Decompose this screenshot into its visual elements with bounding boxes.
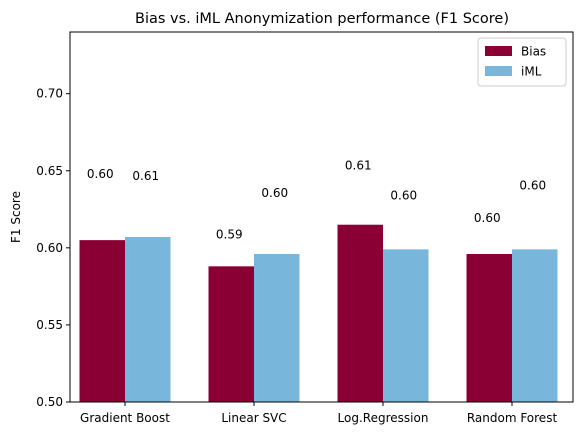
y-tick-label-1: 0.50 <box>36 395 63 409</box>
data-label-bias-3: 0.61 <box>345 159 372 173</box>
plot-frame <box>69 31 574 403</box>
bar-bias-1 <box>79 240 125 402</box>
data-label-bias-2: 0.59 <box>216 227 243 241</box>
y-axis-label: F1 Score <box>9 191 23 243</box>
bar-bias-4 <box>466 254 512 402</box>
legend: Bias iML <box>477 37 567 87</box>
bar-iml-4 <box>512 249 558 402</box>
data-label-bias-1: 0.60 <box>87 167 114 181</box>
y-tick-label-5: 0.70 <box>36 87 63 101</box>
legend-swatch-bias <box>485 46 512 56</box>
data-label-iml-4: 0.60 <box>519 178 546 192</box>
legend-label-bias: Bias <box>521 45 546 59</box>
data-label-iml-1: 0.61 <box>132 169 159 183</box>
data-label-bias-4: 0.60 <box>474 211 501 225</box>
bar-iml-2 <box>254 254 300 402</box>
y-tick-label-3: 0.60 <box>36 241 63 255</box>
x-tick-label-1: Gradient Boost <box>80 411 170 425</box>
bar-iml-3 <box>383 249 429 402</box>
x-tick-label-4: Random Forest <box>467 411 558 425</box>
bar-iml-1 <box>125 237 171 402</box>
bar-bias-2 <box>208 266 254 402</box>
y-tick-label-4: 0.65 <box>36 164 63 178</box>
bar-bias-3 <box>337 224 383 402</box>
plot-area: 0.60 0.61 Gradient Boost 0.59 0.60 Linear SVC… <box>36 87 558 425</box>
y-tick-label-2: 0.55 <box>36 318 63 332</box>
data-label-iml-2: 0.60 <box>261 186 288 200</box>
legend-swatch-iml <box>485 66 512 76</box>
data-label-iml-3: 0.60 <box>390 188 417 202</box>
x-tick-label-3: Log.Regression <box>338 411 429 425</box>
legend-label-iml: iML <box>521 65 542 79</box>
chart-title: Bias vs. iML Anonymization performance (… <box>135 11 509 27</box>
x-tick-label-2: Linear SVC <box>221 411 286 425</box>
